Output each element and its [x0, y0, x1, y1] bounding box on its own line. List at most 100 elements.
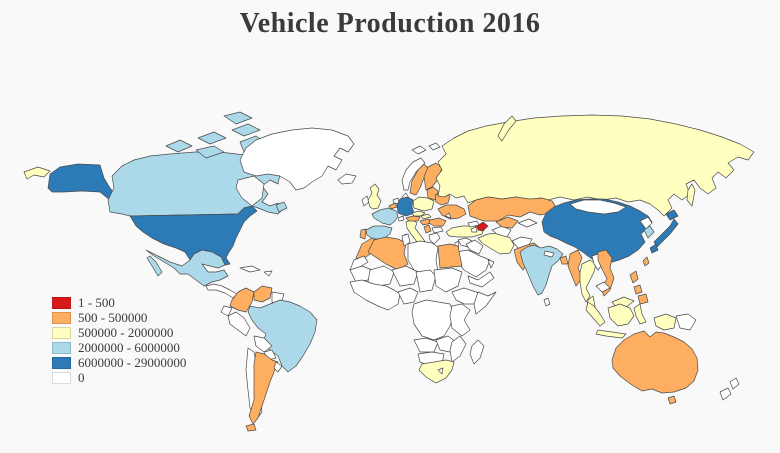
country-united-kingdom[interactable]	[367, 183, 382, 210]
country-north-korea[interactable]	[639, 216, 653, 230]
country-canada-island-2[interactable]	[197, 131, 227, 145]
country-romania[interactable]	[428, 217, 447, 227]
country-russia-novaya-zemlya[interactable]	[497, 115, 517, 142]
country-greece[interactable]	[428, 232, 441, 245]
country-greenland[interactable]	[239, 127, 355, 191]
country-kazakhstan[interactable]	[467, 196, 557, 222]
country-australia-tasmania[interactable]	[667, 395, 677, 405]
country-sudan[interactable]	[433, 267, 463, 293]
country-china[interactable]	[541, 198, 653, 266]
country-canada-victoria-island[interactable]	[195, 145, 225, 159]
country-indonesia-sumatra[interactable]	[585, 301, 606, 327]
country-nepal[interactable]	[543, 250, 555, 258]
country-canada-island-4[interactable]	[223, 111, 253, 125]
country-kyrgyzstan-tajikistan[interactable]	[517, 218, 538, 228]
country-indonesia-kalimantan[interactable]	[607, 303, 635, 327]
country-russia-sakhalin[interactable]	[686, 183, 696, 207]
country-mexico[interactable]	[145, 249, 229, 287]
country-iceland[interactable]	[337, 173, 357, 185]
country-mongolia[interactable]	[569, 199, 627, 215]
country-indonesia-papua[interactable]	[653, 313, 677, 331]
country-central-africa[interactable]	[411, 299, 455, 341]
country-uzbekistan[interactable]	[495, 216, 519, 229]
country-thailand[interactable]	[579, 259, 597, 303]
country-yemen-oman[interactable]	[467, 271, 495, 288]
country-gulf-states[interactable]	[487, 259, 495, 269]
country-libya[interactable]	[407, 240, 439, 277]
country-austria[interactable]	[405, 215, 421, 222]
country-south-africa[interactable]	[418, 359, 455, 384]
country-mexico-baja[interactable]	[146, 255, 163, 277]
country-philippines-luzon[interactable]	[629, 270, 639, 284]
country-cambodia[interactable]	[595, 281, 611, 293]
country-russia-wrap[interactable]	[23, 166, 51, 180]
country-east-africa[interactable]	[449, 303, 471, 337]
country-norway[interactable]	[401, 157, 426, 191]
country-france[interactable]	[371, 207, 399, 226]
country-venezuela[interactable]	[253, 285, 273, 303]
country-philippines-mindanao[interactable]	[637, 293, 649, 305]
country-australia[interactable]	[611, 330, 699, 394]
country-switzerland[interactable]	[397, 215, 405, 222]
country-portugal[interactable]	[359, 228, 367, 240]
country-armenia[interactable]	[470, 226, 478, 233]
country-moldova[interactable]	[444, 212, 452, 219]
country-new-zealand-south[interactable]	[719, 387, 732, 401]
country-japan-honshu[interactable]	[653, 218, 679, 248]
country-franz-josef[interactable]	[428, 142, 441, 151]
country-canada-island-1[interactable]	[165, 139, 193, 153]
country-chad[interactable]	[415, 269, 437, 293]
country-philippines-visayas[interactable]	[633, 284, 643, 295]
country-angola[interactable]	[413, 337, 439, 353]
country-madagascar[interactable]	[469, 339, 485, 365]
country-japan-kyushu[interactable]	[649, 243, 659, 254]
country-canada-newfoundland[interactable]	[275, 201, 288, 213]
country-indonesia-sulawesi[interactable]	[633, 303, 647, 325]
country-central-america[interactable]	[205, 283, 238, 299]
country-hispaniola[interactable]	[263, 270, 273, 277]
country-bangladesh[interactable]	[559, 255, 569, 265]
country-somalia[interactable]	[473, 291, 497, 315]
country-iran[interactable]	[477, 232, 515, 255]
country-argentina-tierra-del-fuego[interactable]	[245, 423, 257, 432]
country-usa[interactable]	[129, 205, 258, 266]
country-uruguay[interactable]	[273, 361, 283, 373]
country-ukraine[interactable]	[437, 204, 467, 220]
country-brazil[interactable]	[247, 299, 318, 373]
country-bulgaria[interactable]	[431, 226, 444, 234]
country-argentina[interactable]	[248, 351, 279, 425]
country-papua-new-guinea[interactable]	[675, 313, 697, 331]
country-sri-lanka[interactable]	[543, 297, 551, 307]
country-lesotho[interactable]	[437, 367, 444, 375]
country-slovakia[interactable]	[420, 213, 432, 220]
country-west-africa[interactable]	[349, 279, 401, 311]
country-peru[interactable]	[227, 311, 251, 337]
country-finland[interactable]	[423, 162, 443, 191]
country-colombia[interactable]	[229, 287, 255, 313]
country-niger[interactable]	[391, 265, 419, 287]
country-western-sahara[interactable]	[349, 255, 369, 271]
country-indonesia-java[interactable]	[595, 329, 627, 339]
country-czech-republic[interactable]	[411, 210, 426, 217]
country-cuba[interactable]	[239, 265, 261, 273]
country-mozambique[interactable]	[449, 335, 467, 363]
country-taiwan[interactable]	[642, 256, 650, 267]
country-japan-hokkaido[interactable]	[665, 209, 679, 221]
country-tunisia[interactable]	[401, 233, 411, 247]
country-svalbard[interactable]	[411, 145, 427, 155]
country-new-zealand-north[interactable]	[729, 377, 740, 390]
country-canada-island-3[interactable]	[231, 123, 261, 137]
country-bolivia[interactable]	[253, 335, 273, 353]
country-vietnam[interactable]	[597, 249, 615, 297]
country-spain[interactable]	[365, 225, 393, 240]
country-egypt[interactable]	[437, 243, 463, 269]
country-germany[interactable]	[396, 196, 415, 217]
country-belgium[interactable]	[388, 202, 398, 210]
country-iraq[interactable]	[465, 239, 484, 255]
country-south-korea[interactable]	[643, 225, 655, 239]
country-turkmenistan[interactable]	[491, 225, 512, 238]
country-nigeria[interactable]	[397, 287, 419, 305]
country-serbia[interactable]	[423, 224, 432, 234]
country-azerbaijan[interactable]	[476, 221, 489, 232]
country-poland[interactable]	[412, 196, 435, 212]
